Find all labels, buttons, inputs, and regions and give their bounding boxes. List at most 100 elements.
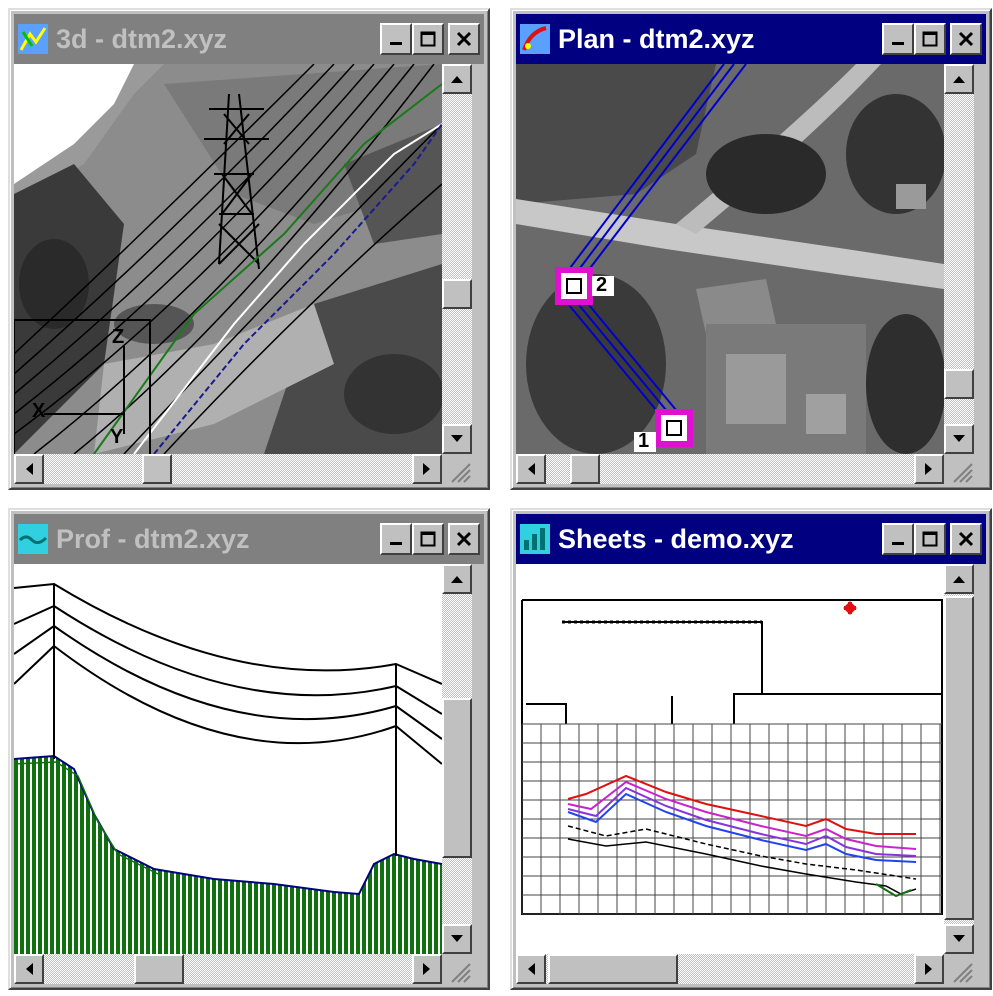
plan-view-icon (520, 24, 550, 54)
arrow-left-icon (26, 963, 33, 975)
axis-label-y: Y (110, 426, 124, 448)
maximize-button[interactable] (914, 23, 946, 55)
3d-viewport[interactable]: Z X Y (14, 64, 442, 454)
window-profile: Prof - dtm2.xyz (8, 508, 490, 990)
scroll-left-button[interactable] (14, 954, 44, 984)
resize-grip-icon (953, 963, 973, 983)
vertical-scrollbar[interactable] (442, 564, 472, 954)
scroll-left-button[interactable] (516, 454, 546, 484)
profile-scene (14, 582, 442, 954)
window-title: Sheets - demo.xyz (558, 523, 794, 554)
close-button[interactable] (950, 523, 982, 555)
scroll-up-button[interactable] (442, 564, 472, 594)
sheets-viewport[interactable] (516, 564, 944, 954)
scroll-down-button[interactable] (944, 924, 974, 954)
arrow-up-icon (451, 76, 463, 83)
minimize-button[interactable] (882, 523, 914, 555)
maximize-icon (420, 531, 436, 547)
resize-grip[interactable] (944, 454, 974, 484)
span-lines (563, 64, 747, 423)
scroll-right-button[interactable] (412, 454, 442, 484)
scroll-left-button[interactable] (516, 954, 546, 984)
scroll-up-button[interactable] (944, 64, 974, 94)
maximize-button[interactable] (412, 523, 444, 555)
axis-label-x: X (32, 400, 46, 422)
minimize-icon (892, 42, 904, 45)
resize-grip[interactable] (944, 954, 974, 984)
transmission-tower (204, 93, 269, 270)
close-icon (958, 31, 974, 47)
window-3d: 3d - dtm2.xyz (8, 8, 490, 490)
scroll-up-button[interactable] (944, 564, 974, 594)
grid (521, 723, 942, 915)
horizontal-scrollbar[interactable] (516, 454, 944, 484)
resize-grip[interactable] (442, 954, 472, 984)
tower-lines (53, 584, 397, 856)
scroll-thumb[interactable] (442, 279, 472, 309)
profile-viewport[interactable] (14, 564, 442, 954)
plan-viewport[interactable]: 2 1 (516, 64, 944, 454)
resize-grip[interactable] (442, 454, 472, 484)
scroll-thumb[interactable] (944, 596, 974, 920)
scroll-thumb[interactable] (142, 454, 172, 484)
close-icon (958, 531, 974, 547)
maximize-button[interactable] (914, 523, 946, 555)
3d-view-icon (18, 24, 48, 54)
arrow-right-icon (423, 463, 430, 475)
close-button[interactable] (448, 523, 480, 555)
3d-scene (14, 64, 442, 454)
scroll-down-button[interactable] (442, 424, 472, 454)
window-title: Plan - dtm2.xyz (558, 23, 755, 54)
scroll-up-button[interactable] (442, 64, 472, 94)
close-button[interactable] (950, 23, 982, 55)
scroll-down-button[interactable] (944, 424, 974, 454)
horizontal-scrollbar[interactable] (14, 454, 442, 484)
titlebar-plan[interactable]: Plan - dtm2.xyz (516, 14, 986, 64)
point-label-1: 1 (638, 430, 650, 452)
conductor-catenaries (14, 582, 442, 765)
arrow-up-icon (953, 76, 965, 83)
axis-label-z: Z (112, 326, 125, 348)
scroll-thumb[interactable] (134, 954, 184, 984)
scroll-thumb[interactable] (570, 454, 600, 484)
ground-line-green (93, 83, 442, 454)
scroll-right-button[interactable] (914, 454, 944, 484)
window-title: Prof - dtm2.xyz (56, 523, 250, 554)
scroll-right-button[interactable] (412, 954, 442, 984)
close-button[interactable] (448, 23, 480, 55)
scroll-thumb[interactable] (442, 698, 472, 858)
scroll-right-button[interactable] (914, 954, 944, 984)
profile-view-icon (18, 524, 48, 554)
minimize-button[interactable] (882, 23, 914, 55)
arrow-left-icon (528, 963, 535, 975)
titlebar-sheets[interactable]: Sheets - demo.xyz (516, 514, 986, 564)
conductor-lines (14, 64, 442, 454)
maximize-button[interactable] (412, 23, 444, 55)
axis-gizmo (14, 319, 151, 454)
horizontal-scrollbar[interactable] (516, 954, 944, 984)
scroll-down-button[interactable] (442, 924, 472, 954)
scroll-thumb[interactable] (548, 954, 678, 984)
arrow-down-icon (953, 935, 965, 942)
window-sheets: Sheets - demo.xyz (510, 508, 992, 990)
vertical-scrollbar[interactable] (944, 64, 974, 454)
vertical-scrollbar[interactable] (944, 564, 974, 954)
ground-line-blue (153, 123, 442, 454)
scroll-left-button[interactable] (14, 454, 44, 484)
arrow-right-icon (925, 463, 932, 475)
arrow-down-icon (953, 435, 965, 442)
scroll-thumb[interactable] (944, 369, 974, 399)
arrow-right-icon (925, 963, 932, 975)
minimize-button[interactable] (380, 23, 412, 55)
close-icon (456, 31, 472, 47)
vertical-scrollbar[interactable] (442, 64, 472, 454)
window-plan: Plan - dtm2.xyz (510, 8, 992, 490)
maximize-icon (922, 531, 938, 547)
north-arrow-icon (843, 601, 857, 615)
minimize-button[interactable] (380, 523, 412, 555)
horizontal-scrollbar[interactable] (14, 954, 442, 984)
window-title: 3d - dtm2.xyz (56, 23, 228, 54)
maximize-icon (922, 31, 938, 47)
titlebar-prof[interactable]: Prof - dtm2.xyz (14, 514, 484, 564)
titlebar-3d[interactable]: 3d - dtm2.xyz (14, 14, 484, 64)
